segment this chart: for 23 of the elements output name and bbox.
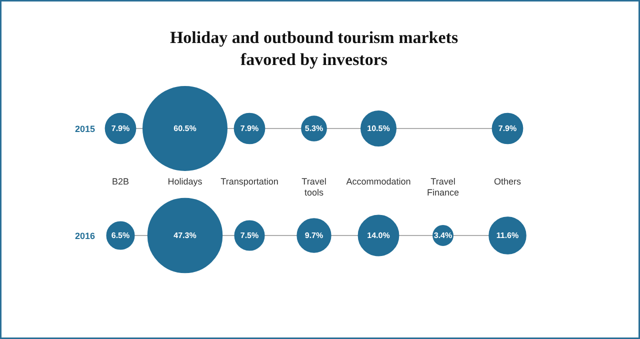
category-label: Transportation — [220, 176, 278, 186]
series-label: 2016 — [75, 231, 96, 241]
text: Holiday and outbound tourism markets favored by investors — [170, 28, 458, 69]
data-label: 6.5% — [111, 231, 130, 240]
category-label: Holidays — [168, 176, 203, 186]
data-label: 9.7% — [304, 231, 324, 240]
data-label: 60.5% — [174, 124, 196, 133]
data-label: 3.4% — [434, 231, 452, 240]
category-label: Accommodation — [346, 176, 411, 186]
data-label: 7.9% — [240, 124, 259, 133]
data-label: 47.3% — [174, 231, 196, 240]
category-label: B2B — [112, 176, 130, 186]
series-label: 2015 — [75, 124, 96, 134]
data-label: 7.9% — [498, 124, 517, 133]
data-label: 11.6% — [496, 231, 519, 240]
data-label: 5.3% — [304, 124, 324, 133]
data-label: 7.5% — [240, 231, 259, 240]
category-label: Travel Finance — [426, 176, 460, 198]
category-label: Travel tools — [302, 176, 326, 198]
data-label: 10.5% — [367, 124, 390, 133]
data-label: 7.9% — [111, 124, 130, 133]
category-label: Others — [494, 176, 522, 186]
data-label: 14.0% — [367, 231, 390, 240]
